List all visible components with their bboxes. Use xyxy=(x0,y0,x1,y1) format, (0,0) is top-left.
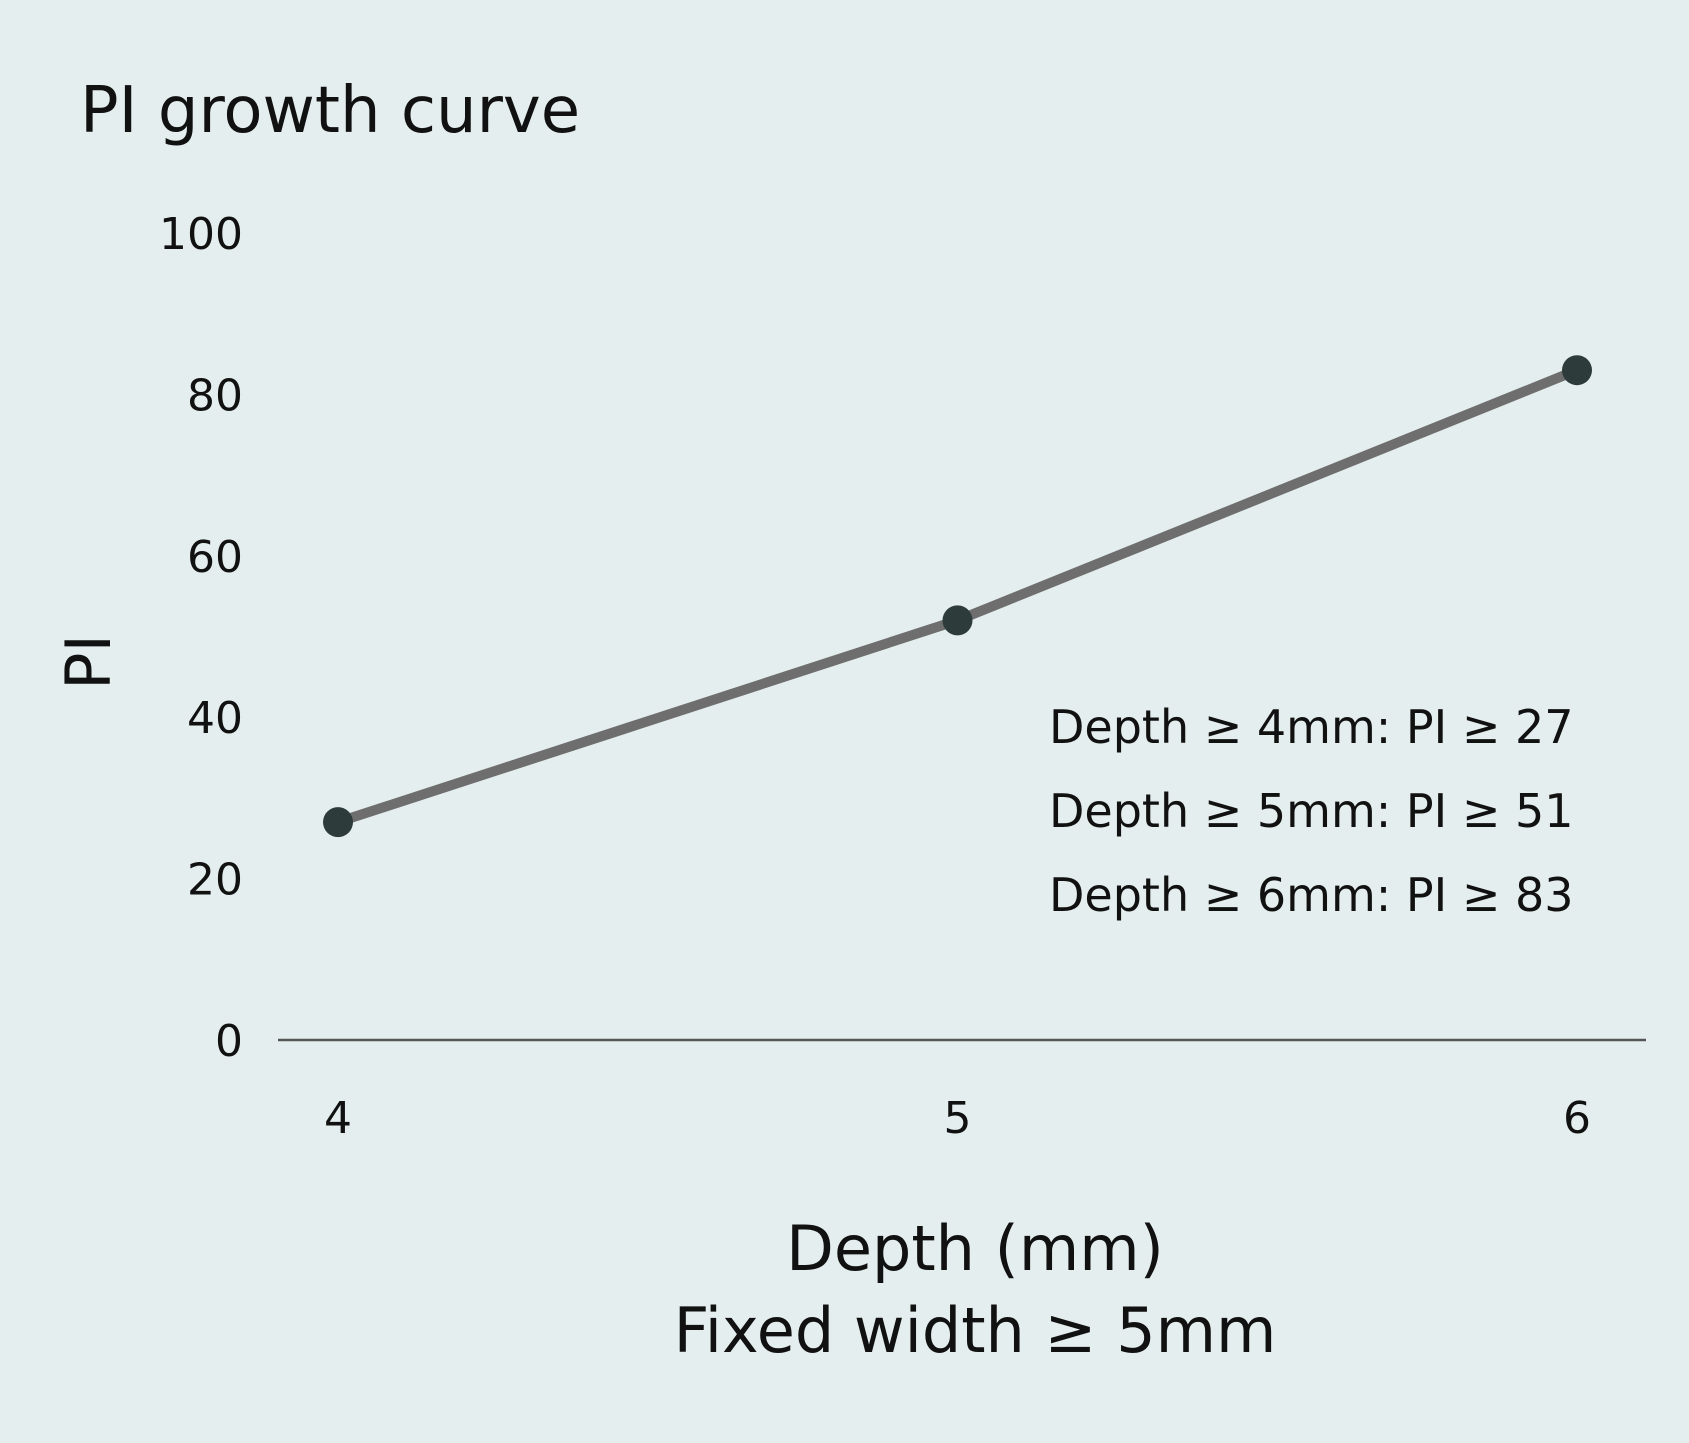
chart-title: PI growth curve xyxy=(80,74,580,148)
y-tick-label: 100 xyxy=(159,209,243,260)
data-point xyxy=(1562,355,1592,386)
y-tick-label: 80 xyxy=(187,370,243,421)
x-tick-label: 5 xyxy=(944,1093,972,1144)
y-tick-label: 0 xyxy=(215,1016,243,1067)
y-tick-label: 60 xyxy=(187,532,243,583)
x-axis-subtitle: Fixed width ≥ 5mm xyxy=(674,1294,1277,1367)
annotation-group: Depth ≥ 4mm: PI ≥ 27 Depth ≥ 5mm: PI ≥ 51… xyxy=(1049,700,1574,922)
annotation-line: Depth ≥ 6mm: PI ≥ 83 xyxy=(1049,868,1574,922)
series-layer xyxy=(323,355,1592,838)
annotation-line: Depth ≥ 5mm: PI ≥ 51 xyxy=(1049,784,1574,838)
series-line xyxy=(333,365,1582,828)
y-axis-title: PI xyxy=(52,634,125,690)
annotation-line: Depth ≥ 4mm: PI ≥ 27 xyxy=(1049,700,1574,754)
y-tick-label: 40 xyxy=(187,693,243,744)
x-tick-labels: 4 5 6 xyxy=(324,1093,1591,1144)
x-tick-label: 4 xyxy=(324,1093,352,1144)
x-tick-label: 6 xyxy=(1563,1093,1591,1144)
data-point xyxy=(942,605,973,636)
data-point xyxy=(323,807,353,838)
x-axis-title: Depth (mm) xyxy=(786,1212,1164,1285)
y-tick-label: 20 xyxy=(187,855,243,906)
y-tick-labels: 0 20 40 60 80 100 xyxy=(159,209,243,1067)
